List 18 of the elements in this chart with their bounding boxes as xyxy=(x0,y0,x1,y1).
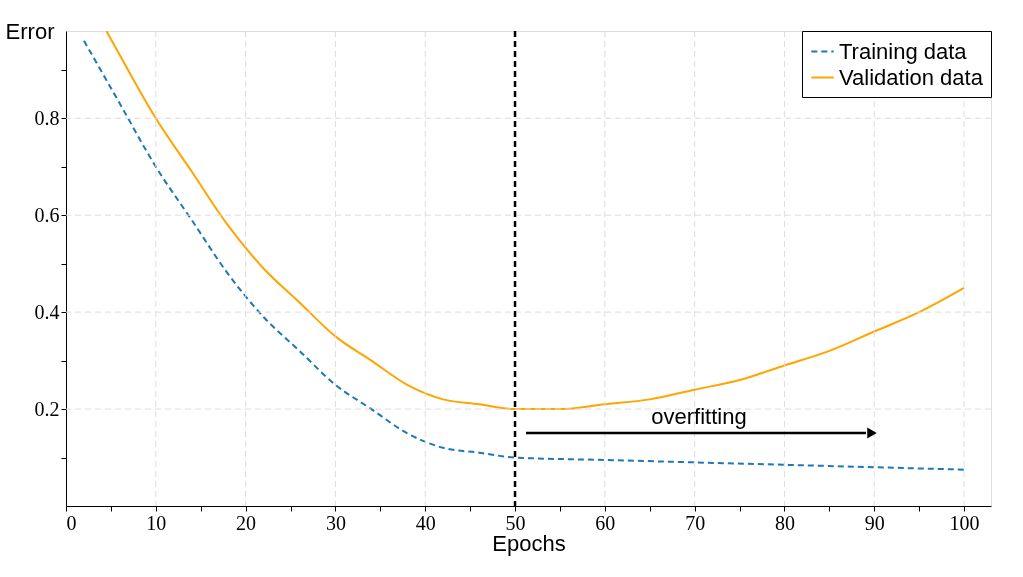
y-tick-label: 0.4 xyxy=(34,300,60,323)
x-tick-label: 0 xyxy=(66,511,77,534)
x-tick-label: 70 xyxy=(685,511,706,534)
y-tick-label: 0.6 xyxy=(34,203,60,226)
y-axis-title: Error xyxy=(5,18,55,44)
x-tick-label: 100 xyxy=(949,511,980,534)
x-tick-label: 80 xyxy=(774,511,795,534)
legend-label: Training data xyxy=(839,38,968,64)
y-tick-label: 0.2 xyxy=(34,397,60,420)
legend-label: Validation data xyxy=(839,64,984,90)
x-tick-label: 90 xyxy=(864,511,885,534)
x-tick-label: 20 xyxy=(236,511,257,534)
y-tick-label: 0.8 xyxy=(34,106,60,129)
x-tick-label: 40 xyxy=(415,511,436,534)
x-tick-label: 10 xyxy=(146,511,167,534)
x-tick-label: 60 xyxy=(595,511,616,534)
x-tick-label: 30 xyxy=(325,511,346,534)
annotation: overfitting xyxy=(651,404,747,429)
